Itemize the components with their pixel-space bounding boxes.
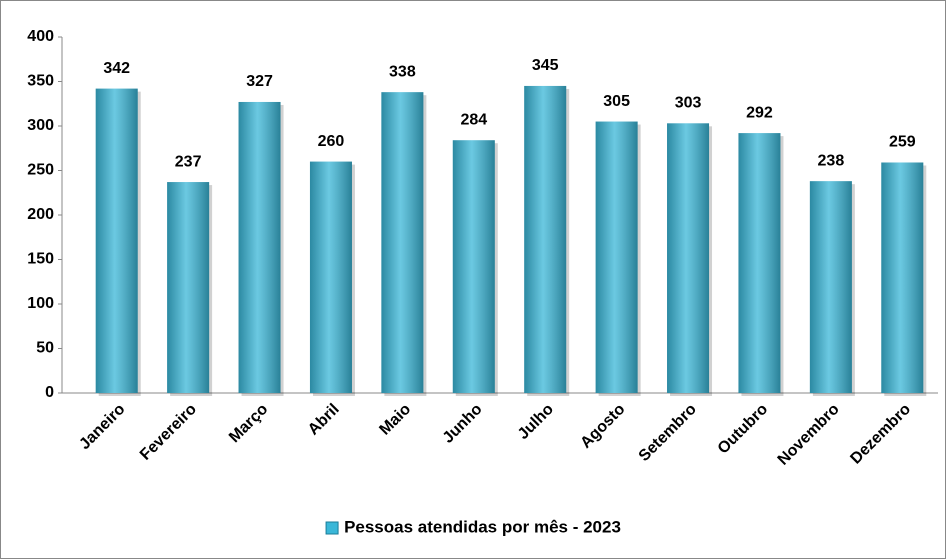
bar-shade — [667, 123, 710, 393]
value-label: 327 — [246, 73, 273, 90]
y-tick-label: 350 — [27, 73, 54, 90]
bar-shade — [167, 182, 210, 393]
value-label: 260 — [318, 133, 345, 150]
value-label: 238 — [818, 152, 845, 169]
value-label: 284 — [460, 111, 487, 128]
legend-swatch — [325, 521, 339, 535]
legend-label: Pessoas atendidas por mês - 2023 — [344, 517, 621, 536]
bar-shade — [309, 161, 352, 393]
y-tick-label: 150 — [27, 251, 54, 268]
bar-shade — [452, 140, 495, 393]
value-label: 345 — [532, 57, 559, 74]
bar-shade — [524, 85, 567, 393]
y-tick-label: 0 — [45, 384, 54, 401]
value-label: 259 — [889, 134, 916, 151]
legend: Pessoas atendidas por mês - 2023 — [325, 517, 621, 536]
value-label: 237 — [175, 153, 202, 170]
bar-shade — [809, 181, 852, 393]
bar-shade — [381, 92, 424, 394]
y-tick-label: 100 — [27, 295, 54, 312]
value-label: 303 — [675, 95, 702, 112]
bar-shade — [881, 162, 924, 393]
y-tick-label: 250 — [27, 162, 54, 179]
value-label: 342 — [103, 60, 130, 77]
y-tick-label: 200 — [27, 206, 54, 223]
y-tick-label: 300 — [27, 117, 54, 134]
bar-shade — [595, 121, 638, 394]
bar-shade — [738, 133, 781, 393]
bar-shade — [238, 101, 281, 393]
bar-shade — [95, 88, 138, 394]
y-tick-label: 50 — [36, 340, 54, 357]
y-tick-label: 400 — [27, 28, 54, 45]
value-label: 292 — [746, 104, 773, 121]
value-label: 338 — [389, 63, 416, 80]
value-label: 305 — [603, 93, 630, 110]
